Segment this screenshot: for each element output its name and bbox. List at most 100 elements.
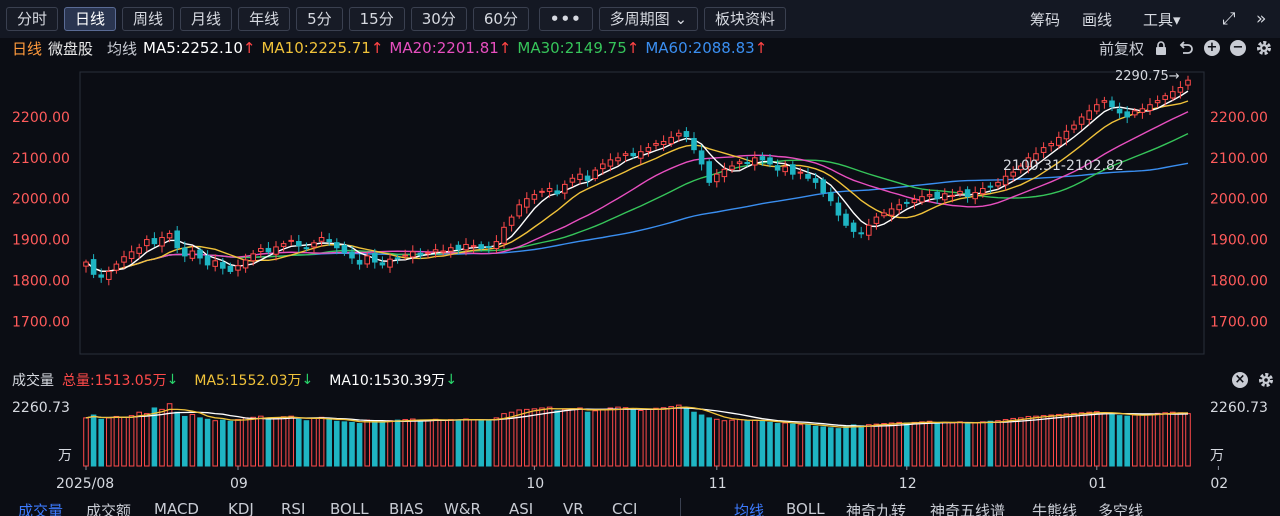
candle [250, 250, 256, 266]
volume-bar [1071, 412, 1077, 467]
volume-bar [790, 423, 796, 467]
overlay-tab[interactable]: 神奇五线谱 [930, 502, 1006, 516]
draw-line-button[interactable]: 画线 [1082, 10, 1113, 29]
settings-icon[interactable] [1256, 40, 1272, 56]
volume-bar [622, 407, 629, 467]
volume-bar [204, 418, 211, 467]
price-chart[interactable]: 2200.00 2100.00 2000.00 1900.00 1800.00 1700.… [0, 58, 1280, 370]
adjust-mode-button[interactable]: 前复权 [1098, 39, 1144, 58]
chips-button[interactable]: 筹码 [1030, 10, 1061, 29]
candle [341, 241, 348, 256]
volume-bar [1033, 415, 1039, 467]
candle [1124, 106, 1130, 124]
indicator-tab[interactable]: CCI [612, 500, 638, 516]
volume-ma-lines [85, 406, 1189, 428]
candle [182, 241, 188, 263]
timeframe-button[interactable]: 月线 [180, 7, 233, 31]
timeframe-button[interactable]: 周线 [122, 7, 175, 31]
timeframe-button[interactable]: 60分 [472, 7, 529, 31]
collapse-panel-icon[interactable]: » [1256, 9, 1267, 29]
indicator-tab[interactable]: BIAS [389, 500, 424, 516]
volume-bar [615, 406, 621, 467]
candle [212, 254, 218, 272]
volume-ma5-arrow: ↓ [301, 372, 314, 388]
candle [577, 167, 583, 185]
lock-icon[interactable] [1154, 41, 1168, 55]
timeframe-button[interactable]: 15分 [348, 7, 405, 31]
candle [516, 199, 522, 219]
volume-bar [486, 419, 492, 467]
candle [1139, 103, 1146, 119]
timeframe-button[interactable]: 30分 [410, 7, 467, 31]
ma-label[interactable]: 均线 [107, 39, 138, 58]
indicator-tab[interactable]: 成交额 [86, 502, 132, 516]
candle [790, 161, 796, 180]
price-axis-right: 2200.00 2100.00 2000.00 1900.00 1800.00 1700.… [1210, 110, 1268, 330]
volume-bar [919, 421, 925, 467]
overlay-tab[interactable]: 多空线 [1098, 502, 1144, 516]
candle [1025, 152, 1032, 174]
more-periods-button[interactable]: ••• [538, 7, 593, 31]
sector-info-button[interactable]: 板块资料 [704, 7, 787, 31]
candle [1170, 85, 1176, 101]
timeframe-button[interactable]: 年线 [238, 7, 291, 31]
fullscreen-icon[interactable]: ⤢ [1222, 9, 1236, 29]
candle [676, 129, 682, 142]
ma20-value: MA20:2201.81 [389, 39, 499, 57]
indicator-tab[interactable]: W&R [444, 500, 481, 516]
candle [144, 235, 150, 252]
indicator-tab[interactable]: RSI [281, 500, 306, 516]
candle [204, 250, 211, 270]
volume-bar [1040, 415, 1047, 467]
candle [432, 243, 439, 258]
volume-settings-icon[interactable] [1258, 372, 1274, 388]
candle [645, 143, 652, 157]
indicator-tab[interactable]: 成交量 [18, 502, 64, 516]
indicator-tab[interactable]: ASI [509, 500, 534, 516]
candle [980, 182, 986, 198]
timeframe-button[interactable]: 分时 [6, 7, 59, 31]
zoom-out-icon[interactable]: − [1230, 40, 1246, 56]
zoom-in-icon[interactable]: + [1204, 40, 1220, 56]
candle [280, 240, 287, 252]
indicator-tab[interactable]: KDJ [228, 500, 254, 516]
candle [174, 225, 180, 254]
candle [1109, 96, 1115, 112]
candle [926, 189, 933, 203]
candle [600, 158, 606, 175]
overlay-tab[interactable]: 均线 [734, 502, 765, 516]
candle [531, 189, 538, 204]
volume-bar [273, 417, 279, 467]
candle [691, 132, 697, 154]
price-axis-left: 2200.00 2100.00 2000.00 1900.00 1800.00 1700.… [12, 110, 70, 330]
tools-menu-button[interactable]: 工具▾ [1143, 10, 1181, 29]
volume-bar [524, 408, 530, 467]
overlay-tab[interactable]: 神奇九转 [846, 502, 907, 516]
timeframe-button[interactable]: 日线 [64, 7, 117, 31]
indicator-tab[interactable]: VR [563, 500, 584, 516]
volume-bar [1002, 419, 1009, 467]
candle [995, 178, 1001, 190]
undo-icon[interactable] [1178, 40, 1194, 56]
volume-bar [1010, 417, 1016, 467]
volume-bar [98, 418, 104, 467]
overlay-tab[interactable]: BOLL [786, 500, 825, 516]
volume-bar [630, 409, 636, 467]
indicator-tab[interactable]: BOLL [330, 500, 369, 516]
indicator-tab[interactable]: MACD [154, 500, 199, 516]
volume-bar [1086, 411, 1092, 467]
volume-bar [660, 407, 667, 467]
candle [1132, 107, 1138, 118]
close-volume-icon[interactable]: × [1232, 372, 1248, 388]
volume-bar [562, 408, 568, 467]
multi-period-button[interactable]: 多周期图 ⌄ [598, 7, 699, 31]
volume-chart[interactable]: 2260.73 万 2260.73 万 2025/08 09 10 11 12 01 02 [0, 390, 1280, 500]
candle [470, 239, 477, 253]
volume-bar [470, 419, 477, 467]
volume-bar [90, 414, 97, 467]
timeframe-button[interactable]: 5分 [296, 7, 343, 31]
volume-bar [402, 419, 408, 467]
candle [303, 242, 310, 252]
overlay-tab[interactable]: 牛熊线 [1032, 502, 1078, 516]
candle [562, 180, 568, 200]
